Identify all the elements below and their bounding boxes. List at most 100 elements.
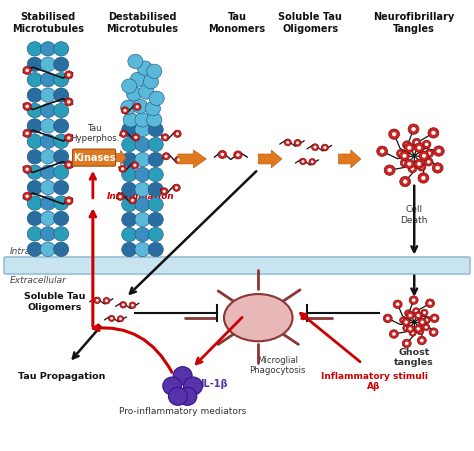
Circle shape [40,150,55,164]
Circle shape [405,342,409,345]
Circle shape [122,152,137,167]
Circle shape [131,304,134,306]
Circle shape [294,139,301,146]
Text: IL-1β: IL-1β [201,379,228,389]
Circle shape [412,308,420,314]
Text: Soluble Tau
Oligomers: Soluble Tau Oligomers [24,292,86,312]
Circle shape [127,87,142,101]
Circle shape [428,152,431,155]
Circle shape [403,179,407,184]
Circle shape [324,146,326,149]
Circle shape [163,190,165,193]
Circle shape [414,312,422,319]
Circle shape [422,154,426,157]
Circle shape [386,317,390,320]
Circle shape [301,160,304,163]
Text: Intracellular: Intracellular [10,247,64,256]
Circle shape [424,158,433,166]
Circle shape [406,312,414,319]
Circle shape [135,242,150,257]
Circle shape [122,138,137,152]
Circle shape [400,317,407,324]
Circle shape [105,299,108,302]
Circle shape [400,151,410,161]
Circle shape [128,54,143,69]
Circle shape [432,163,443,173]
Circle shape [40,103,55,118]
Circle shape [26,69,29,72]
Circle shape [432,331,435,334]
Circle shape [27,165,42,179]
FancyArrow shape [114,150,126,165]
Circle shape [380,149,384,153]
Circle shape [67,136,70,139]
Circle shape [404,159,414,169]
Circle shape [54,165,69,179]
Circle shape [161,134,169,141]
Circle shape [144,74,158,89]
Circle shape [27,150,42,164]
Circle shape [402,141,411,149]
Circle shape [414,159,424,169]
Circle shape [120,130,128,138]
Circle shape [122,212,137,227]
Circle shape [64,161,73,169]
Circle shape [67,199,70,202]
Circle shape [421,309,428,316]
Circle shape [54,103,69,118]
Circle shape [393,300,402,308]
Circle shape [54,41,69,56]
Circle shape [423,311,426,314]
Circle shape [27,103,42,118]
Circle shape [418,173,429,183]
Text: Inflammation: Inflammation [107,192,174,201]
Circle shape [139,85,154,99]
Circle shape [27,119,42,133]
Circle shape [54,150,69,164]
Circle shape [119,318,122,320]
Circle shape [134,164,137,166]
Circle shape [428,128,439,138]
Circle shape [123,113,138,127]
Circle shape [40,119,55,133]
Circle shape [121,167,124,170]
Circle shape [122,242,137,257]
Circle shape [117,316,124,322]
Circle shape [121,107,129,114]
Circle shape [40,196,55,210]
Circle shape [54,73,69,87]
Circle shape [430,314,439,322]
Circle shape [417,162,421,166]
Circle shape [27,196,42,210]
Circle shape [129,302,136,308]
Circle shape [404,143,414,152]
Circle shape [109,315,115,322]
Circle shape [135,182,150,197]
Circle shape [120,302,127,308]
Circle shape [122,122,137,137]
Text: Tau
Hyperphos.: Tau Hyperphos. [71,124,120,143]
Circle shape [433,146,444,156]
Circle shape [54,57,69,71]
Circle shape [409,296,418,304]
Circle shape [397,149,405,158]
Circle shape [414,325,422,333]
Circle shape [103,298,110,304]
Circle shape [392,332,396,336]
Circle shape [425,143,428,146]
Text: Tau
Monomers: Tau Monomers [209,12,265,33]
Circle shape [54,211,69,226]
Circle shape [173,130,181,138]
Circle shape [402,318,410,326]
Circle shape [173,367,192,385]
Circle shape [27,134,42,148]
Text: Extracellular: Extracellular [10,276,67,285]
Circle shape [23,66,31,74]
Circle shape [40,227,55,241]
Circle shape [405,143,409,147]
Circle shape [408,146,411,150]
Circle shape [183,377,202,395]
Circle shape [409,327,412,330]
Circle shape [135,212,150,227]
Circle shape [425,326,428,328]
